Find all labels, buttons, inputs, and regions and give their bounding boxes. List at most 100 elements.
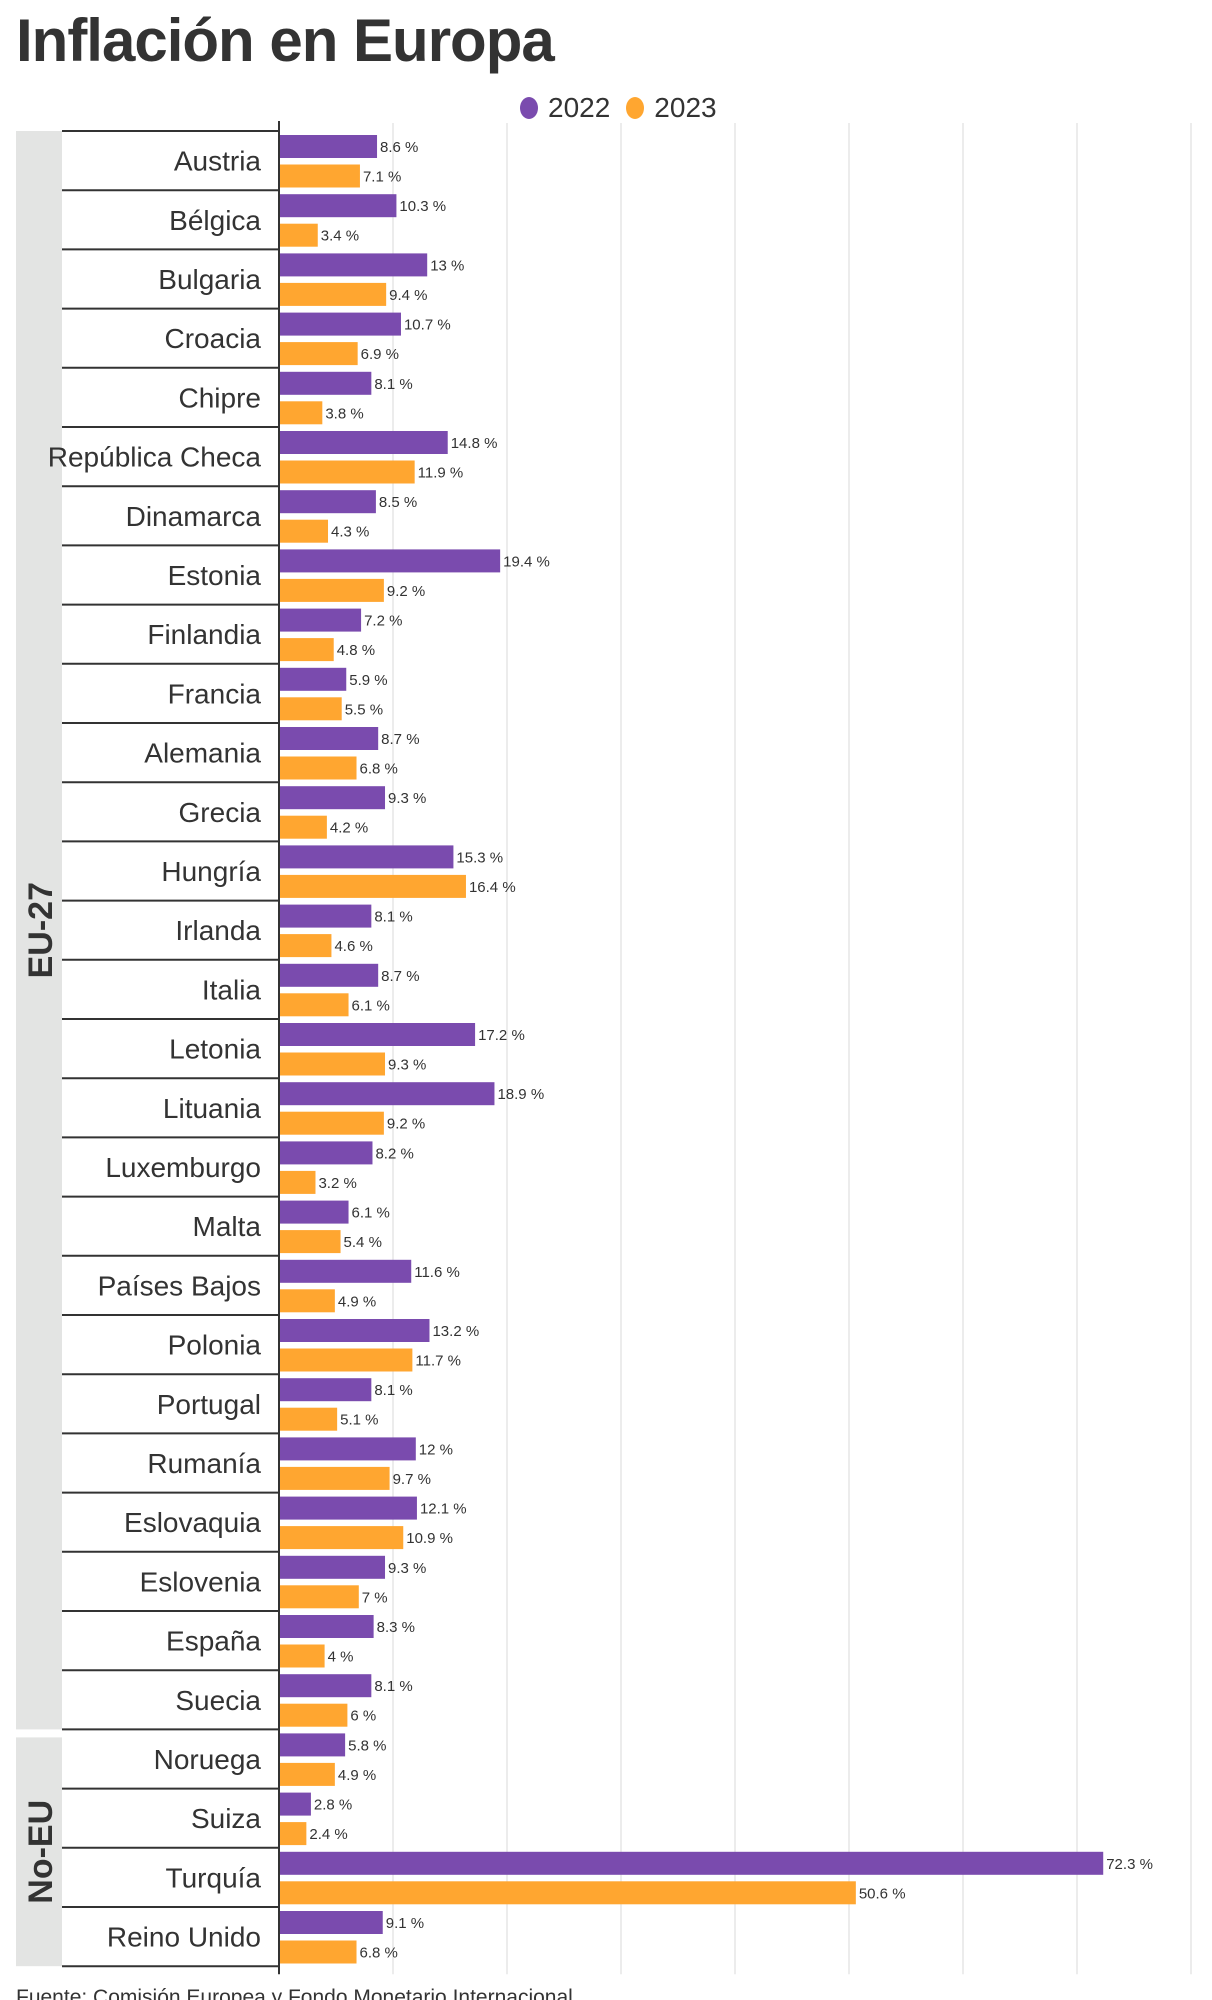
value-label: 10.3 % [399, 198, 446, 215]
bar-2023 [279, 815, 327, 839]
bar-2023 [279, 460, 415, 484]
legend-label: 2023 [654, 92, 717, 123]
bar-2023 [279, 1762, 335, 1786]
value-label: 9.2 % [387, 1116, 425, 1133]
bar-2023 [279, 401, 323, 425]
value-label: 12.1 % [420, 1501, 467, 1518]
legend: 2022 2023 [520, 92, 723, 124]
category-label: Bulgaria [158, 264, 261, 295]
bar-2022 [279, 1733, 346, 1757]
category-label: República Checa [48, 442, 262, 473]
value-label: 6.8 % [360, 761, 398, 778]
group-band [16, 131, 62, 1730]
value-label: 3.4 % [321, 228, 359, 245]
value-label: 4.3 % [331, 524, 369, 541]
category-label: Irlanda [175, 915, 261, 946]
value-label: 6.1 % [352, 997, 390, 1014]
value-label: 3.8 % [325, 405, 363, 422]
bar-2023 [279, 1466, 390, 1490]
bar-2022 [279, 1200, 349, 1224]
bar-2022 [279, 963, 379, 987]
bar-2023 [279, 282, 387, 306]
value-label: 72.3 % [1106, 1856, 1153, 1873]
bar-2022 [279, 253, 428, 277]
bar-2023 [279, 1585, 359, 1609]
value-label: 17.2 % [478, 1027, 525, 1044]
category-label: Luxemburgo [105, 1152, 261, 1183]
category-label: Países Bajos [98, 1270, 261, 1301]
value-label: 8.1 % [374, 376, 412, 393]
bar-2022 [279, 1141, 373, 1165]
value-label: 4.9 % [338, 1293, 376, 1310]
value-label: 3.2 % [318, 1175, 356, 1192]
category-label: Bélgica [169, 205, 261, 236]
bar-2022 [279, 786, 386, 810]
category-label: Lituania [163, 1093, 262, 1124]
value-label: 2.8 % [314, 1797, 352, 1814]
bar-2022 [279, 431, 448, 454]
value-label: 4.2 % [330, 820, 368, 837]
chart-title: Inflación en Europa [16, 7, 555, 74]
legend-label: 2022 [548, 92, 611, 123]
bar-2022 [279, 549, 501, 573]
bar-2023 [279, 1822, 307, 1846]
value-label: 6.9 % [361, 346, 399, 363]
category-label: Reino Unido [107, 1922, 261, 1953]
value-label: 8.1 % [374, 1678, 412, 1695]
value-label: 9.7 % [393, 1471, 431, 1488]
category-label: Chipre [179, 382, 261, 413]
value-label: 5.5 % [345, 701, 383, 718]
legend-swatch-2023 [626, 97, 645, 119]
value-label: 12 % [419, 1441, 453, 1458]
value-label: 7.1 % [363, 169, 401, 186]
value-label: 10.7 % [404, 317, 451, 334]
category-label: Portugal [157, 1389, 261, 1420]
category-label: Dinamarca [126, 501, 262, 532]
bar-2022 [279, 490, 376, 514]
value-label: 5.4 % [344, 1234, 382, 1251]
bar-2023 [279, 1170, 316, 1194]
legend-swatch-2022 [520, 97, 538, 119]
bar-2022 [279, 1851, 1104, 1875]
category-label: Francia [168, 678, 262, 709]
bar-2023 [279, 1644, 325, 1668]
bar-2023 [279, 1230, 341, 1254]
category-label: Hungría [161, 856, 261, 887]
value-label: 2.4 % [309, 1826, 347, 1843]
category-label: Turquía [166, 1862, 262, 1893]
bar-2023 [279, 697, 342, 721]
category-label: Grecia [179, 797, 262, 828]
bar-2022 [279, 1674, 372, 1698]
bar-2023 [279, 934, 332, 958]
value-label: 4.6 % [334, 938, 372, 955]
bar-2023 [279, 756, 357, 780]
value-label: 15.3 % [456, 849, 503, 866]
category-label: Eslovaquia [124, 1507, 261, 1538]
value-label: 6.1 % [352, 1205, 390, 1222]
bar-2022 [279, 312, 401, 336]
value-label: 8.7 % [381, 968, 419, 985]
value-label: 9.1 % [386, 1915, 424, 1932]
bar-2023 [279, 993, 349, 1017]
value-label: 8.3 % [377, 1619, 415, 1636]
value-label: 8.1 % [374, 909, 412, 926]
value-label: 7.2 % [364, 613, 402, 630]
bar-2022 [279, 371, 372, 395]
value-label: 11.7 % [415, 1353, 461, 1370]
value-label: 11.6 % [414, 1264, 460, 1281]
bar-2022 [279, 1378, 372, 1402]
value-label: 11.9 % [418, 465, 464, 482]
value-label: 9.3 % [388, 790, 426, 807]
value-label: 10.9 % [406, 1530, 453, 1547]
bar-2022 [279, 1437, 416, 1461]
category-label: Letonia [169, 1034, 261, 1065]
bar-2023 [279, 519, 329, 543]
bar-2023 [279, 1881, 856, 1905]
bar-2022 [279, 194, 397, 218]
bar-2023 [279, 1526, 404, 1550]
group-label: EU-27 [22, 882, 60, 978]
category-label: España [166, 1626, 261, 1657]
category-label: Alemania [144, 738, 261, 769]
